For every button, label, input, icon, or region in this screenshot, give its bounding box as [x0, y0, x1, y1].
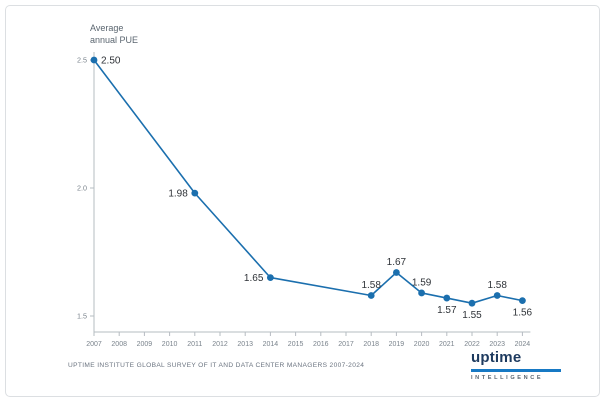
y-tick-label: 2.5 [77, 56, 87, 65]
x-tick-label: 2020 [414, 341, 430, 348]
data-point [468, 299, 476, 307]
x-tick-label: 2016 [313, 341, 329, 348]
chart-title-line1: Average [90, 23, 124, 33]
data-point [191, 189, 199, 197]
x-tick-label: 2017 [338, 341, 354, 348]
data-label: 1.59 [412, 277, 432, 288]
data-point [393, 269, 400, 276]
y-tick-label: 2.0 [77, 184, 87, 193]
data-point [418, 289, 425, 297]
data-label: 1.67 [387, 257, 407, 268]
logo-wordmark: uptime [471, 349, 522, 366]
logo-subtext: INTELLIGENCE [471, 374, 544, 381]
x-tick-label: 2007 [86, 341, 102, 348]
source-note: UPTIME INSTITUTE GLOBAL SURVEY OF IT AND… [68, 362, 365, 369]
uptime-intelligence-logo: uptime INTELLIGENCE [471, 349, 563, 381]
x-tick-label: 2021 [439, 341, 455, 348]
data-point [267, 274, 274, 281]
chart-card: Average annual PUE 1.5 2.0 2.5 2007 2008 2009… [5, 5, 600, 397]
logo-bar [471, 368, 561, 372]
x-tick-label: 2019 [389, 341, 405, 348]
data-label: 1.58 [487, 280, 507, 291]
data-point [90, 56, 98, 64]
pue-line-chart: 1.5 2.0 2.5 2007 2008 2009 2010 2011 2012 2013 201… [77, 52, 533, 348]
data-label: 1.65 [244, 273, 264, 284]
x-tick-label: 2012 [212, 341, 228, 348]
data-point [367, 292, 375, 299]
x-tick-label: 2013 [237, 341, 253, 348]
x-tick-label: 2010 [162, 341, 178, 348]
data-label: 1.58 [361, 280, 381, 291]
data-label: 1.56 [513, 308, 533, 319]
x-tick-label: 2009 [137, 341, 153, 348]
data-point [493, 292, 501, 299]
data-label: 1.57 [437, 305, 457, 316]
data-label: 2.50 [101, 56, 121, 67]
chart-title: Average annual PUE [90, 22, 138, 46]
x-tick-label: 2024 [515, 341, 531, 348]
x-tick-label: 2018 [363, 341, 379, 348]
chart-title-line2: annual PUE [90, 35, 139, 46]
y-tick-label: 1.5 [77, 312, 87, 321]
x-tick-label: 2011 [187, 341, 202, 348]
data-point [519, 297, 526, 305]
footer: UPTIME INSTITUTE GLOBAL SURVEY OF IT AND… [6, 344, 599, 396]
series-line [93, 59, 524, 305]
data-label: 1.98 [168, 189, 188, 200]
x-tick-label: 2022 [464, 341, 480, 348]
data-label: 1.55 [462, 310, 482, 321]
x-tick-label: 2008 [111, 341, 127, 348]
x-tick-label: 2014 [263, 341, 279, 348]
data-point [443, 294, 451, 302]
x-tick-label: 2023 [489, 341, 505, 348]
x-tick-label: 2015 [288, 341, 304, 348]
